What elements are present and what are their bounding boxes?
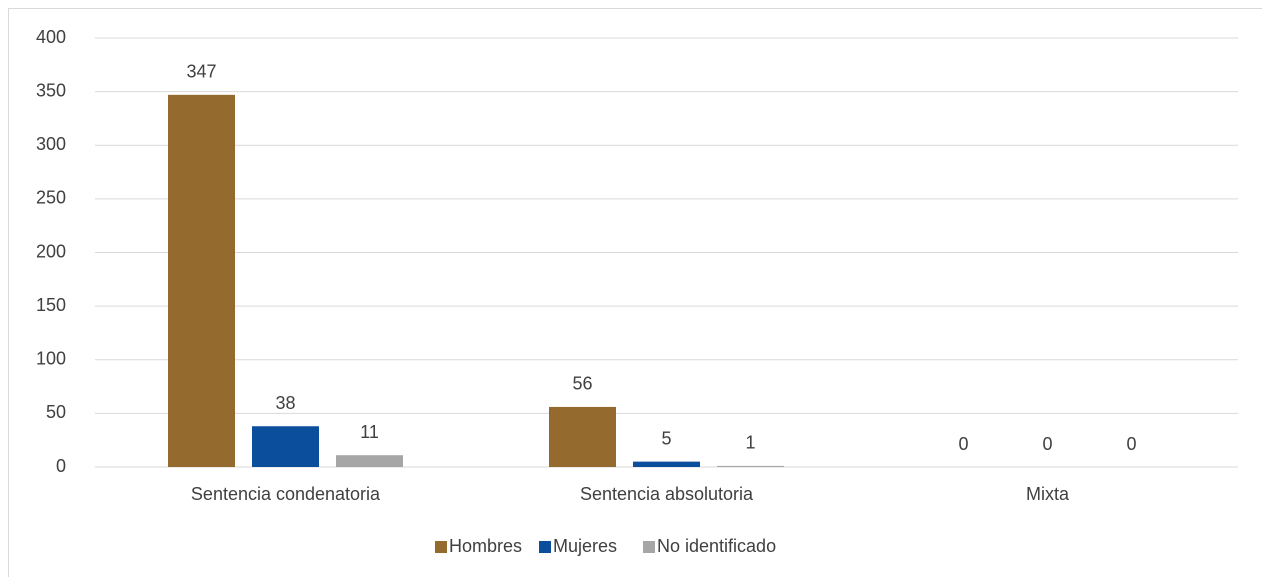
x-tick-label: Mixta xyxy=(1026,484,1070,504)
legend-label: No identificado xyxy=(657,536,776,556)
data-label: 11 xyxy=(360,422,379,442)
data-label: 5 xyxy=(661,428,671,448)
bar xyxy=(717,465,784,467)
y-tick-label: 350 xyxy=(36,80,66,100)
y-tick-label: 100 xyxy=(36,349,66,369)
y-tick-label: 0 xyxy=(56,456,66,476)
data-label: 0 xyxy=(958,434,968,454)
data-label: 347 xyxy=(186,62,216,82)
bar xyxy=(168,94,235,467)
y-tick-label: 400 xyxy=(36,27,66,47)
bar xyxy=(336,455,403,467)
legend-swatch xyxy=(643,541,655,553)
bar xyxy=(633,461,700,467)
y-tick-label: 150 xyxy=(36,295,66,315)
legend-swatch xyxy=(539,541,551,553)
legend-swatch xyxy=(435,541,447,553)
data-label: 0 xyxy=(1126,434,1136,454)
data-label: 56 xyxy=(572,374,592,394)
y-tick-label: 200 xyxy=(36,241,66,261)
y-tick-label: 250 xyxy=(36,188,66,208)
legend-label: Mujeres xyxy=(553,536,617,556)
data-label: 1 xyxy=(745,433,755,453)
chart-frame xyxy=(8,8,1262,577)
x-tick-label: Sentencia absolutoria xyxy=(580,484,754,504)
data-label: 38 xyxy=(275,393,295,413)
bar xyxy=(252,426,319,467)
y-tick-label: 300 xyxy=(36,134,66,154)
x-tick-label: Sentencia condenatoria xyxy=(191,484,381,504)
bar xyxy=(549,406,616,467)
legend-label: Hombres xyxy=(449,536,522,556)
y-tick-label: 50 xyxy=(46,402,66,422)
data-label: 0 xyxy=(1042,434,1052,454)
